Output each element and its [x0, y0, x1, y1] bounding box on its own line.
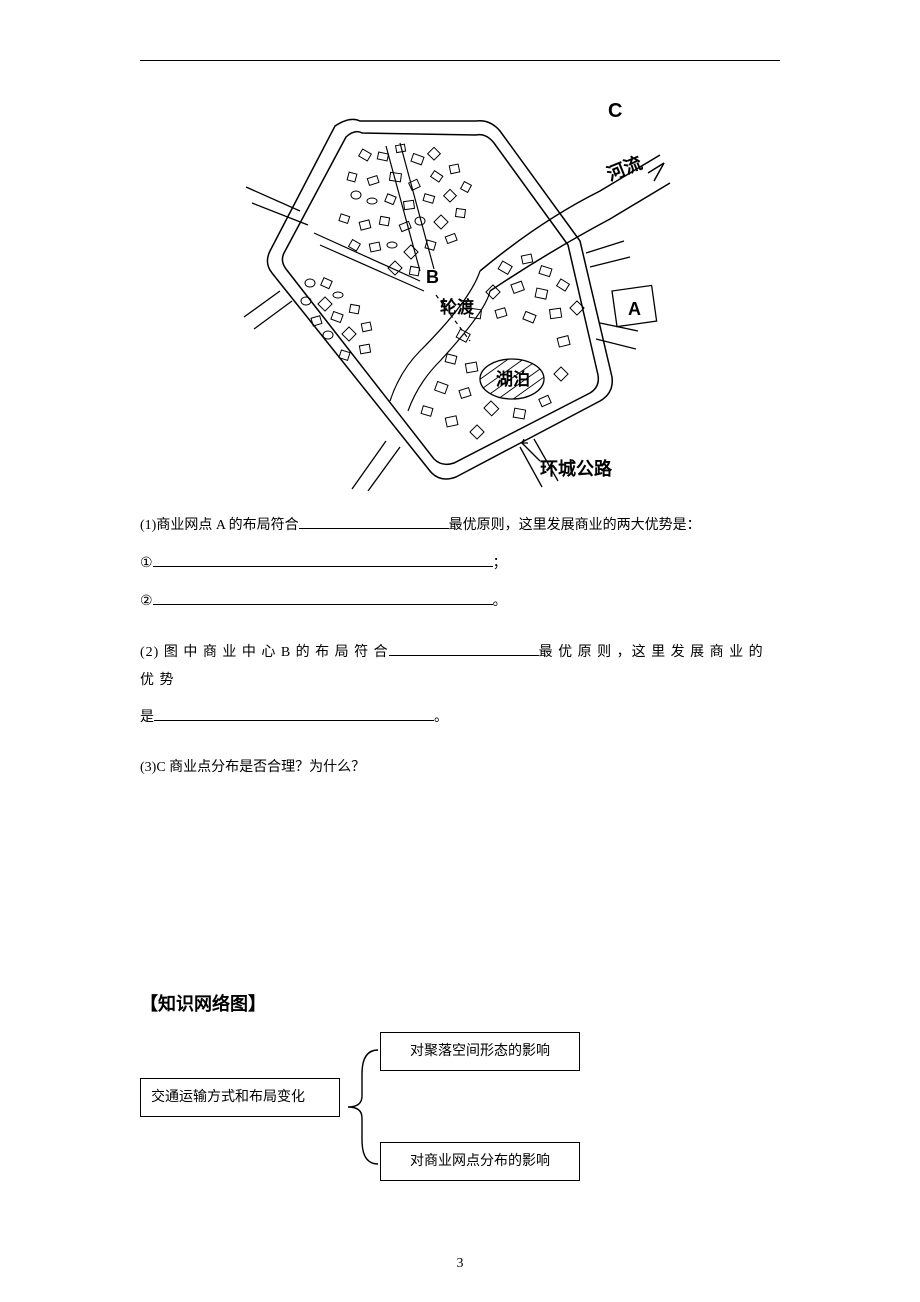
bracket-icon: [340, 1042, 382, 1172]
concept-box-left: 交通运输方式和布局变化: [140, 1078, 340, 1117]
q1-blank1: [299, 511, 449, 529]
city-diagram: 河流 A: [240, 91, 680, 491]
top-rule: [140, 60, 780, 61]
river-label: 河流: [604, 152, 645, 185]
concept-box-tr: 对聚落空间形态的影响: [380, 1032, 580, 1071]
q1-opt1-suffix: ；: [493, 556, 507, 571]
concept-box-br: 对商业网点分布的影响: [380, 1142, 580, 1181]
q2-line2-lead: 是: [140, 710, 154, 725]
q1-opt1-prefix: ①: [140, 554, 153, 570]
section-title: 【知识网络图】: [140, 990, 780, 1016]
q1-lead: (1)商业网点 A 的布局符合: [140, 518, 299, 533]
q1-opt1: ①；: [140, 548, 780, 578]
q2-lead: (2) 图 中 商 业 中 心 B 的 布 局 符 合: [140, 645, 389, 660]
lake-label: 湖泊: [496, 370, 530, 389]
q2-blank1: [389, 638, 539, 656]
ring-road-label: 环城公路: [540, 458, 613, 479]
page-number: 3: [0, 1256, 920, 1272]
q1-blank3: [153, 587, 493, 605]
q1-opt2-suffix: 。: [493, 594, 507, 609]
q3: (3)C 商业点分布是否合理？为什么？: [140, 754, 780, 782]
concept-map: 交通运输方式和布局变化 对聚落空间形态的影响 对商业网点分布的影响: [140, 1032, 780, 1192]
q1-opt2: ②。: [140, 586, 780, 616]
q1-mid: 最优原则，这里发展商业的两大优势是：: [449, 518, 701, 533]
q2-blank2: [154, 703, 434, 721]
q1-line1: (1)商业网点 A 的布局符合 最优原则，这里发展商业的两大优势是：: [140, 511, 780, 540]
q2-line1: (2) 图 中 商 业 中 心 B 的 布 局 符 合最 优 原 则 ，这 里 …: [140, 638, 780, 695]
label-B: B: [426, 267, 439, 287]
q2-suffix: 。: [434, 710, 448, 725]
q1-opt2-prefix: ②: [140, 592, 153, 608]
label-C: C: [608, 100, 622, 122]
label-A: A: [628, 299, 641, 319]
q2-line2: 是。: [140, 703, 780, 732]
q1-blank2: [153, 549, 493, 567]
